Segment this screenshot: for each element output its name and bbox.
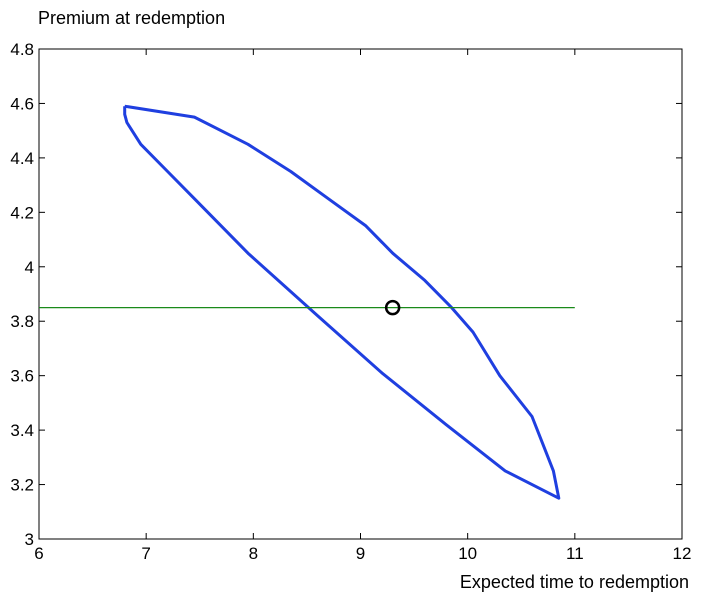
x-tick-label: 9 bbox=[356, 544, 365, 563]
y-tick-label: 4.4 bbox=[10, 149, 34, 168]
point-marker bbox=[384, 299, 401, 316]
y-tick-label: 3.8 bbox=[10, 312, 34, 331]
y-tick-label: 3.6 bbox=[10, 367, 34, 386]
y-tick-label: 4.2 bbox=[10, 203, 34, 222]
y-tick-label: 3 bbox=[25, 530, 34, 549]
y-axis-title: Premium at redemption bbox=[38, 8, 225, 28]
x-tick-label: 12 bbox=[673, 544, 692, 563]
y-tick-label: 4.8 bbox=[10, 40, 34, 59]
x-tick-label: 6 bbox=[34, 544, 43, 563]
x-tick-label: 7 bbox=[141, 544, 150, 563]
x-axis-title: Expected time to redemption bbox=[460, 572, 689, 592]
plot-area bbox=[38, 48, 683, 540]
series-layer bbox=[39, 104, 575, 500]
y-tick-label: 3.2 bbox=[10, 476, 34, 495]
y-tick-label: 3.4 bbox=[10, 421, 34, 440]
axis-ticks: 6 7 8 9 10 11 12 3 3.2 3.4 3.6 3.8 4 4.2 4.4 4.6 4.8 bbox=[10, 40, 691, 563]
x-tick-label: 8 bbox=[249, 544, 258, 563]
y-tick-label: 4.6 bbox=[10, 94, 34, 113]
x-tick-label: 11 bbox=[566, 544, 584, 563]
contour-line bbox=[123, 104, 561, 500]
y-tick-label: 4 bbox=[25, 258, 34, 277]
x-tick-label: 10 bbox=[458, 544, 477, 563]
